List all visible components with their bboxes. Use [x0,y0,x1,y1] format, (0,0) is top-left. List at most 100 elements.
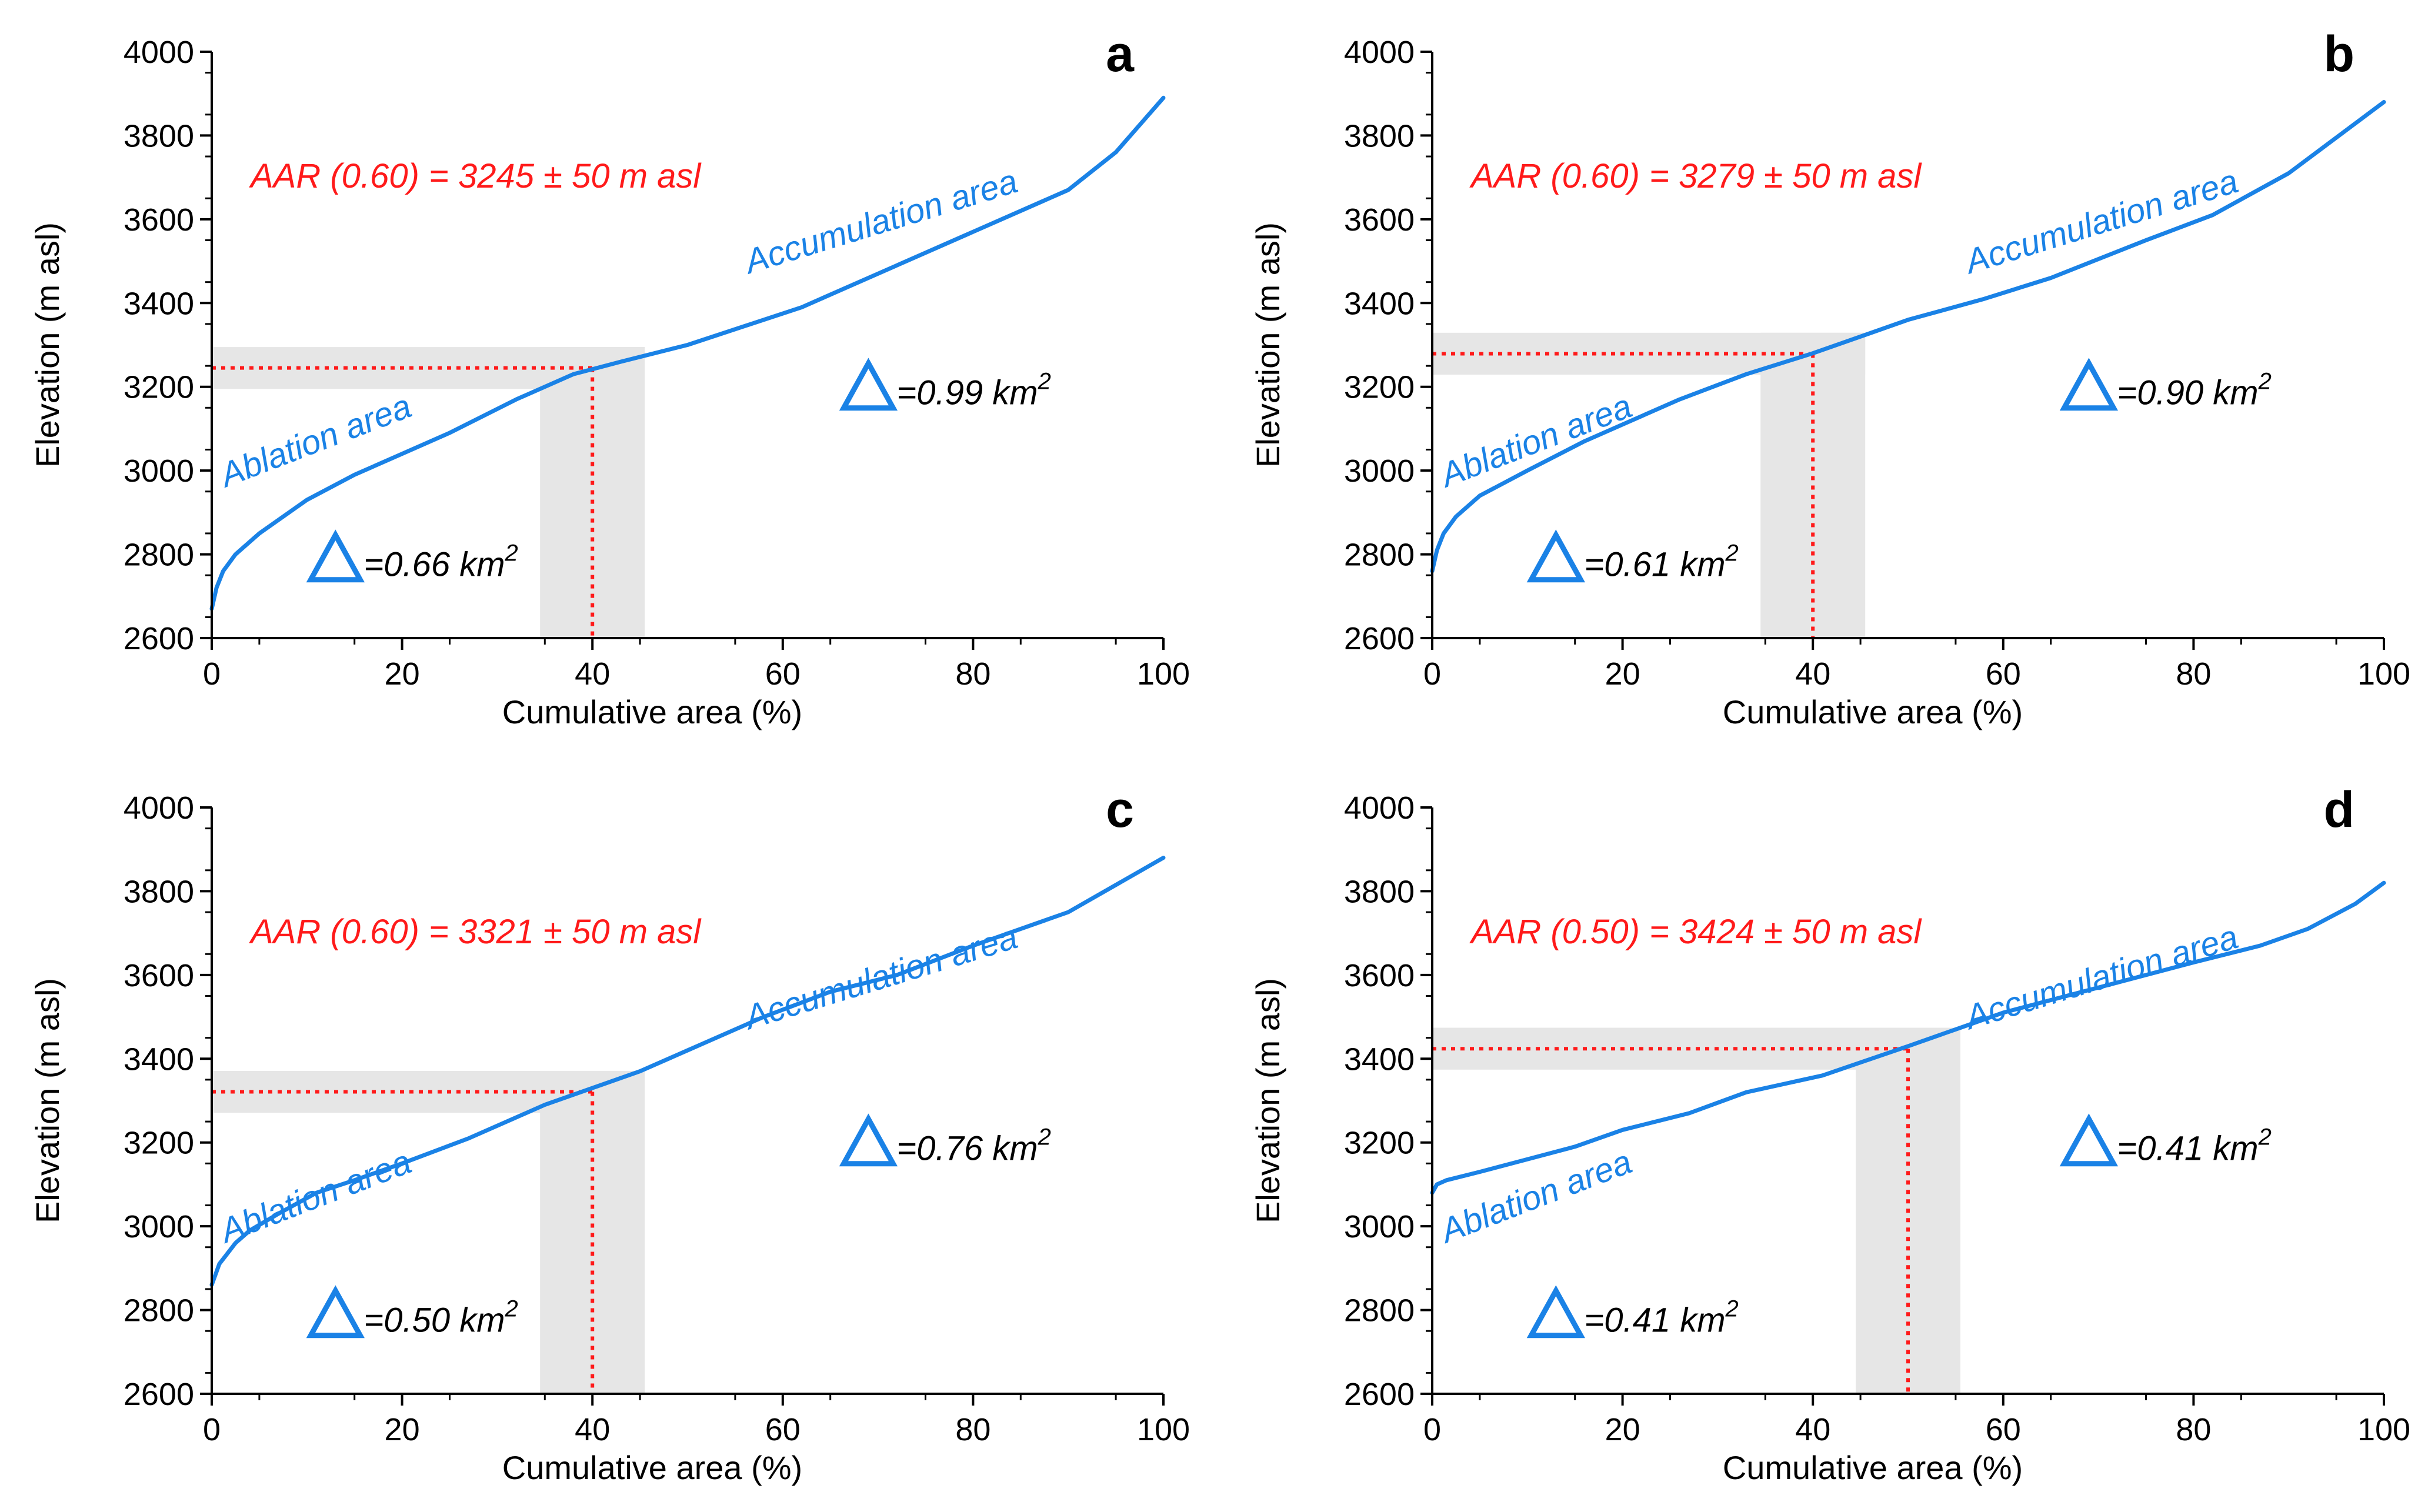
delta-ablation: =0.41 km2 [1526,1285,1739,1340]
delta-value: =0.50 km2 [363,1296,518,1340]
x-tick-label: 80 [2176,656,2211,692]
delta-value-text: =0.90 km [2117,374,2258,412]
aar-label: AAR (0.60) = 3245 ± 50 m asl [249,157,702,195]
hypsometric-curve [1430,100,2386,573]
x-tick-label: 0 [203,656,221,692]
y-tick-label: 3000 [124,1209,194,1244]
delta-icon [306,529,365,583]
x-tick-label: 0 [203,1412,221,1447]
panel-letter-a: a [1106,26,1135,82]
delta-value-text: =0.61 km [1584,546,1725,584]
delta-icon [839,358,898,411]
delta-ablation: =0.50 km2 [306,1285,518,1340]
accumulation-area-label: Accumulation area [739,917,1022,1037]
y-tick-label: 4000 [124,790,194,826]
y-tick-label: 3400 [124,1042,194,1077]
y-tick-label: 2600 [1344,1377,1415,1412]
delta-accumulation: =0.99 km2 [839,358,1051,412]
chart-panel-c: 2600 2800 3000 3200 3400 3600 3800 4000 0 20 40 60 8… [29,782,1190,1486]
x-tick-label: 20 [1605,1412,1640,1447]
x-tick-label: 20 [385,1412,420,1447]
x-tick-label: 0 [1423,656,1441,692]
y-tick-label: 3800 [1344,118,1415,153]
x-tick-label: 40 [1795,656,1830,692]
y-tick-label: 3000 [124,453,194,489]
y-tick-label: 2600 [1344,621,1415,656]
x-tick-label: 100 [1137,656,1190,692]
y-tick-label: 3400 [1344,1042,1415,1077]
delta-value-superscript: 2 [1038,369,1051,395]
y-axis-title: Elevation (m asl) [1249,978,1286,1223]
accumulation-area-label: Accumulation area [739,162,1022,281]
x-tick-label: 60 [1986,656,2021,692]
x-tick-label: 100 [2357,656,2410,692]
y-axis-title: Elevation (m asl) [29,222,66,468]
delta-icon [1526,1285,1585,1339]
x-tick-label: 80 [2176,1412,2211,1447]
y-tick-label: 3000 [1344,453,1415,489]
x-tick-label: 0 [1423,1412,1441,1447]
delta-value: =0.41 km2 [1584,1296,1738,1340]
delta-value-text: =0.41 km [2117,1130,2258,1168]
x-tick-label: 60 [765,1412,801,1447]
delta-value-text: =0.50 km [363,1301,505,1340]
y-tick-label: 4000 [1344,790,1415,826]
x-tick-label: 60 [1986,1412,2021,1447]
x-tick-label: 100 [2357,1412,2410,1447]
y-tick-label: 2600 [124,621,194,656]
delta-value: =0.76 km2 [896,1124,1050,1168]
y-axis-title: Elevation (m asl) [1249,222,1286,468]
delta-value-text: =0.99 km [896,374,1038,412]
x-tick-label: 100 [1137,1412,1190,1447]
delta-value: =0.90 km2 [2117,369,2271,412]
y-tick-label: 3600 [1344,958,1415,993]
y-tick-label: 2800 [1344,538,1415,573]
delta-value-superscript: 2 [2258,369,2272,395]
panel-letter-c: c [1106,782,1134,838]
delta-value-superscript: 2 [2258,1124,2272,1150]
delta-value-text: =0.76 km [896,1130,1038,1168]
x-tick-label: 40 [575,1412,610,1447]
delta-icon [2059,358,2119,411]
x-axis-title: Cumulative area (%) [1723,693,2023,730]
area-uncertainty-band-v [540,1070,645,1394]
x-tick-label: 20 [1605,656,1640,692]
panel-letter-b: b [2323,26,2354,82]
x-tick-label: 20 [385,656,420,692]
delta-accumulation: =0.90 km2 [2059,358,2272,412]
chart-panel-a: 2600 2800 3000 3200 3400 3600 3800 4000 0 20 40 60 8… [29,26,1190,730]
y-tick-label: 3000 [1344,1209,1415,1244]
y-tick-label: 2800 [124,1293,194,1329]
y-tick-label: 3200 [124,1126,194,1161]
ablation-area-label: Ablation area [214,1143,416,1251]
ablation-area-label: Ablation area [214,387,416,495]
y-tick-label: 3800 [1344,874,1415,909]
y-tick-label: 3400 [1344,286,1415,321]
hypsometric-curve [209,856,1166,1287]
y-tick-label: 3600 [124,202,194,238]
aar-label: AAR (0.60) = 3279 ± 50 m asl [1469,157,1922,195]
delta-value-superscript: 2 [1725,1296,1739,1322]
y-tick-label: 3800 [124,118,194,153]
aar-label: AAR (0.60) = 3321 ± 50 m asl [249,913,702,951]
accumulation-area-label: Accumulation area [1959,917,2242,1037]
delta-value: =0.41 km2 [2117,1124,2271,1168]
y-tick-label: 3200 [1344,370,1415,405]
y-tick-label: 3600 [1344,202,1415,238]
delta-value: =0.66 km2 [363,540,518,584]
y-tick-label: 2600 [124,1377,194,1412]
delta-accumulation: =0.41 km2 [2059,1113,2272,1168]
delta-value-superscript: 2 [505,540,518,566]
delta-value-superscript: 2 [1725,540,1739,566]
y-tick-label: 3200 [124,370,194,405]
y-tick-label: 3600 [124,958,194,993]
delta-ablation: =0.66 km2 [306,529,518,584]
chart-panel-b: 2600 2800 3000 3200 3400 3600 3800 4000 0 20 40 60 8… [1249,26,2410,730]
delta-value-superscript: 2 [505,1296,518,1322]
x-tick-label: 80 [955,656,990,692]
x-axis-title: Cumulative area (%) [502,693,802,730]
x-axis-title: Cumulative area (%) [502,1449,802,1486]
delta-ablation: =0.61 km2 [1526,529,1739,584]
delta-value-superscript: 2 [1038,1124,1051,1150]
